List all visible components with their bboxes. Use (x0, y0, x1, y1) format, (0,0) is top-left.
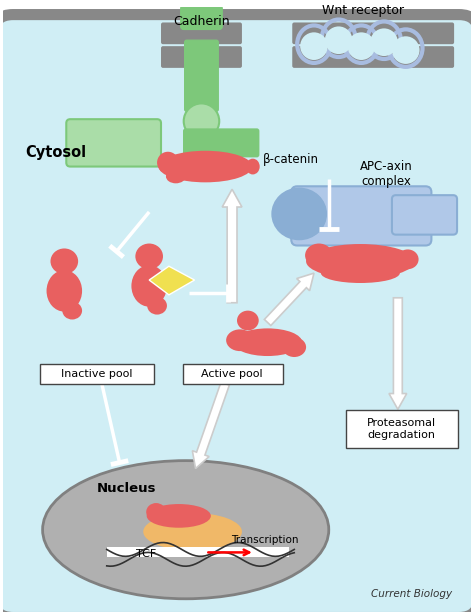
Text: Nucleus: Nucleus (97, 482, 156, 495)
Ellipse shape (233, 329, 302, 356)
Ellipse shape (246, 159, 260, 175)
Ellipse shape (51, 248, 78, 274)
Ellipse shape (147, 297, 167, 314)
FancyBboxPatch shape (292, 23, 454, 44)
Ellipse shape (143, 513, 242, 550)
Ellipse shape (43, 460, 329, 599)
Text: β-catenin: β-catenin (263, 153, 319, 166)
Text: Wnt receptor: Wnt receptor (322, 4, 404, 17)
Ellipse shape (347, 32, 375, 60)
FancyBboxPatch shape (346, 410, 458, 448)
FancyBboxPatch shape (184, 129, 259, 157)
Polygon shape (222, 189, 242, 303)
Text: Proteasomal
degradation: Proteasomal degradation (367, 418, 437, 440)
Ellipse shape (63, 302, 82, 319)
Polygon shape (264, 273, 314, 326)
Text: Cadherin: Cadherin (173, 15, 230, 28)
Ellipse shape (321, 263, 400, 283)
Ellipse shape (131, 265, 167, 306)
Ellipse shape (283, 337, 306, 357)
Ellipse shape (306, 244, 415, 278)
FancyBboxPatch shape (161, 46, 242, 68)
Ellipse shape (397, 249, 419, 269)
Text: Current Biology: Current Biology (371, 588, 452, 599)
Ellipse shape (136, 243, 163, 269)
Text: Inactive pool: Inactive pool (61, 369, 133, 379)
FancyBboxPatch shape (292, 46, 454, 68)
Text: Active pool: Active pool (201, 369, 263, 379)
Ellipse shape (305, 243, 333, 267)
FancyBboxPatch shape (182, 364, 283, 384)
Text: Cytosol: Cytosol (25, 145, 86, 160)
Bar (107, 547, 289, 557)
Ellipse shape (237, 311, 259, 330)
Ellipse shape (158, 151, 252, 182)
FancyBboxPatch shape (181, 6, 222, 29)
FancyBboxPatch shape (185, 40, 218, 112)
Polygon shape (192, 382, 229, 468)
Ellipse shape (272, 188, 326, 240)
Polygon shape (389, 298, 407, 409)
Text: Transcription: Transcription (231, 535, 298, 544)
FancyBboxPatch shape (66, 119, 161, 167)
FancyBboxPatch shape (0, 15, 474, 613)
Polygon shape (149, 266, 194, 295)
Ellipse shape (146, 503, 166, 521)
Ellipse shape (157, 152, 179, 173)
Ellipse shape (226, 329, 254, 351)
Ellipse shape (370, 28, 398, 56)
Text: APC-axin
complex: APC-axin complex (360, 160, 412, 188)
FancyBboxPatch shape (392, 195, 457, 235)
Text: TCF: TCF (136, 549, 156, 560)
Ellipse shape (166, 170, 186, 183)
Ellipse shape (325, 26, 353, 54)
Ellipse shape (184, 104, 219, 139)
Ellipse shape (300, 32, 328, 60)
FancyBboxPatch shape (161, 23, 242, 44)
Ellipse shape (147, 504, 211, 528)
FancyBboxPatch shape (40, 364, 154, 384)
Ellipse shape (392, 36, 419, 64)
Ellipse shape (46, 270, 82, 311)
FancyBboxPatch shape (292, 186, 431, 245)
